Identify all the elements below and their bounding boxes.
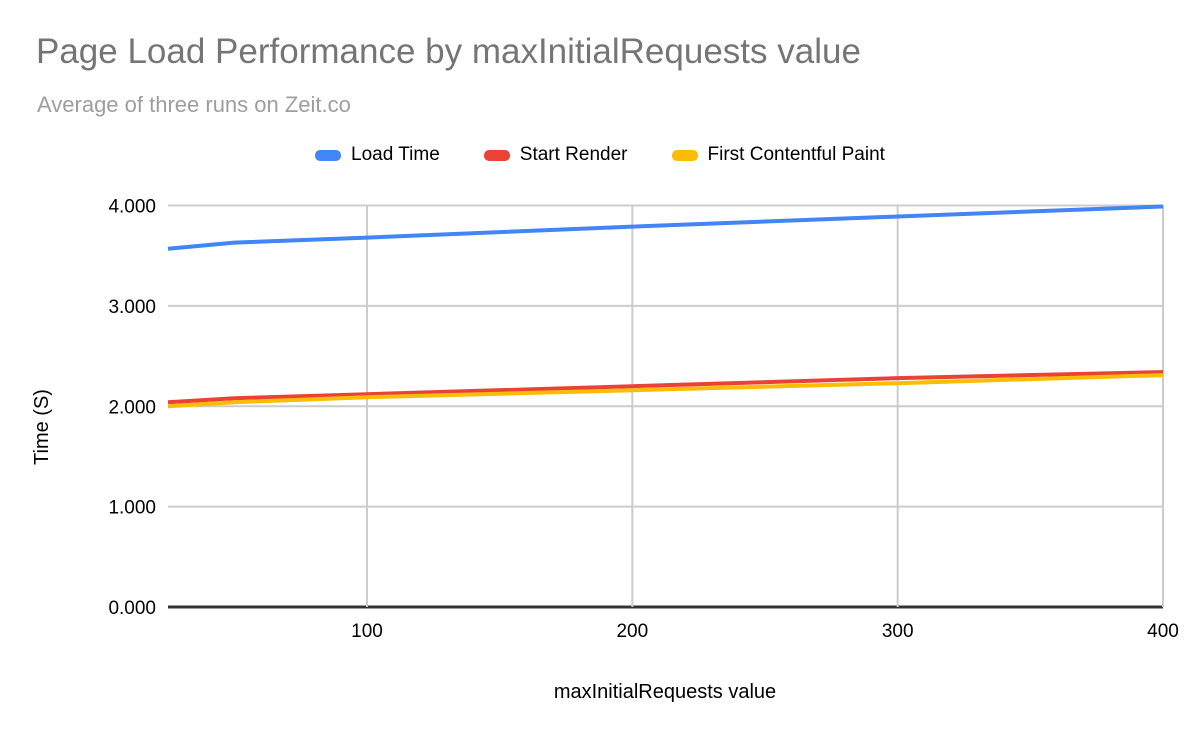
- x-tick-label: 300: [882, 621, 914, 642]
- y-axis-title: Time (S): [31, 389, 53, 465]
- y-tick-label: 4.000: [108, 197, 156, 218]
- y-tick-label: 0.000: [108, 598, 156, 619]
- gridlines: [168, 204, 1164, 609]
- legend: Load Time Start Render First Contentful Pa…: [0, 144, 1200, 166]
- y-axis-tick-labels: 0.000 1.000 2.000 3.000 4.000: [108, 197, 156, 620]
- x-tick-label: 200: [616, 621, 648, 642]
- legend-label: Start Render: [519, 144, 628, 165]
- legend-item-load-time: Load Time: [315, 144, 440, 166]
- series-line-first-contentful-paint: [167, 373, 1164, 409]
- legend-swatch-first-contentful-paint: [671, 149, 698, 161]
- legend-swatch-load-time: [315, 149, 342, 161]
- y-tick-label: 2.000: [108, 397, 156, 418]
- legend-swatch-start-render: [483, 149, 510, 161]
- legend-label: Load Time: [351, 144, 440, 165]
- y-tick-label: 3.000: [108, 297, 156, 318]
- series-line-load-time: [167, 204, 1164, 251]
- series-line-start-render: [167, 370, 1164, 405]
- legend-item-first-contentful-paint: First Contentful Paint: [671, 144, 885, 166]
- x-axis-title: maxInitialRequests value: [554, 681, 776, 703]
- y-tick-label: 1.000: [108, 498, 156, 519]
- chart-title: Page Load Performance by maxInitialReque…: [36, 32, 861, 71]
- x-axis-tick-labels: 100 200 300 400: [351, 621, 1179, 642]
- legend-label: First Contentful Paint: [707, 144, 885, 165]
- chart-subtitle: Average of three runs on Zeit.co: [37, 92, 351, 117]
- x-tick-label: 400: [1147, 621, 1179, 642]
- series-lines: [167, 204, 1164, 409]
- legend-item-start-render: Start Render: [483, 144, 628, 166]
- x-tick-label: 100: [351, 621, 383, 642]
